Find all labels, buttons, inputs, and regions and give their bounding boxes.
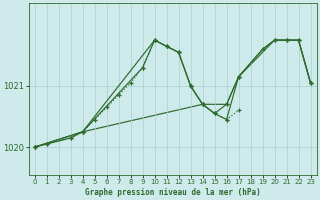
X-axis label: Graphe pression niveau de la mer (hPa): Graphe pression niveau de la mer (hPa) [85, 188, 260, 197]
